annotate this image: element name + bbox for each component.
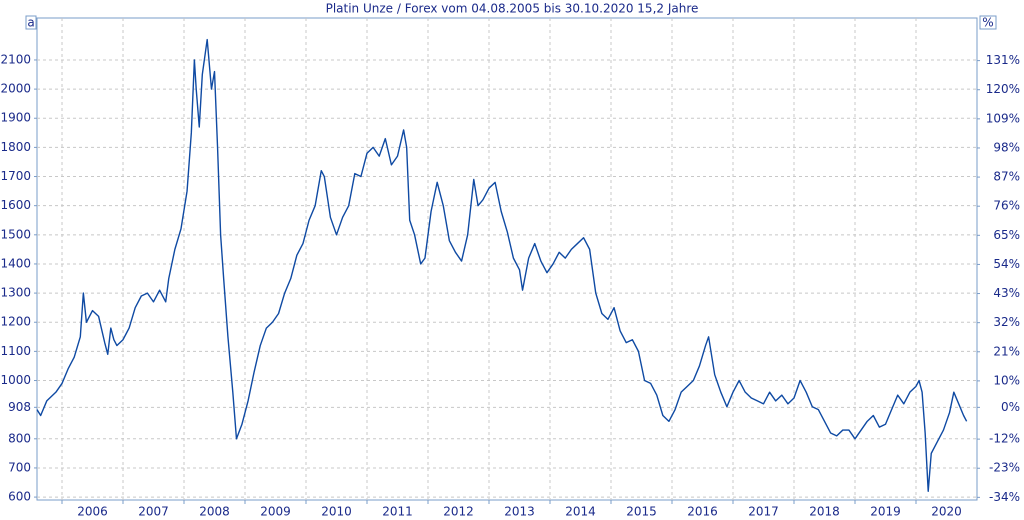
y2-tick-label: -23%: [989, 461, 1020, 475]
x-tick-label: 2007: [138, 505, 169, 519]
left-axis-box: [25, 15, 37, 30]
y-tick-label: 1100: [0, 344, 31, 358]
x-tick-label: 2020: [931, 505, 962, 519]
y-tick-label: 600: [8, 490, 31, 504]
y2-tick-label: -12%: [989, 432, 1020, 446]
y-tick-label: 1400: [0, 256, 31, 270]
x-tick-label: 2015: [626, 505, 657, 519]
x-tick-label: 2006: [77, 505, 108, 519]
x-tick-label: 2014: [565, 505, 596, 519]
x-tick-label: 2019: [870, 505, 901, 519]
y2-tick-label: 0%: [1001, 400, 1020, 414]
y-tick-label: 1800: [0, 140, 31, 154]
x-tick-label: 2016: [687, 505, 718, 519]
y2-tick-label: 32%: [993, 315, 1020, 329]
plot-frame: [36, 17, 978, 501]
y2-tick-label: 43%: [993, 286, 1020, 300]
y2-tick-label: 131%: [986, 53, 1020, 67]
y-tick-label: 1900: [0, 111, 31, 125]
x-tick-label: 2009: [260, 505, 291, 519]
price-line: [36, 38, 968, 492]
y-tick-label: 700: [8, 460, 31, 474]
x-tick-label: 2013: [504, 505, 535, 519]
chart-title: Platin Unze / Forex vom 04.08.2005 bis 3…: [326, 2, 699, 16]
y-tick-label: 1600: [0, 198, 31, 212]
y2-tick-label: 21%: [993, 344, 1020, 358]
y-tick-label: 1000: [0, 373, 31, 387]
y2-tick-label: -34%: [989, 490, 1020, 504]
right-axis-box: [979, 15, 997, 30]
y2-tick-label: 109%: [986, 111, 1020, 125]
y-tick-label: 1500: [0, 227, 31, 241]
y2-tick-label: 65%: [993, 228, 1020, 242]
x-tick-label: 2010: [321, 505, 352, 519]
x-tick-label: 2012: [443, 505, 474, 519]
y-tick-label: 1700: [0, 169, 31, 183]
y2-tick-label: 120%: [986, 82, 1020, 96]
y-tick-label: 1300: [0, 286, 31, 300]
y2-tick-label: 98%: [993, 140, 1020, 154]
y2-tick-label: 54%: [993, 257, 1020, 271]
right-axis-label: %: [982, 16, 993, 30]
y-tick-label: 2100: [0, 52, 31, 66]
y2-tick-label: 10%: [993, 373, 1020, 387]
y-tick-label: 1200: [0, 315, 31, 329]
y-tick-label: 2000: [0, 82, 31, 96]
y-tick-label: 908: [8, 400, 31, 414]
x-tick-label: 2011: [382, 505, 413, 519]
y2-tick-label: 87%: [993, 170, 1020, 184]
left-axis-label: a: [27, 16, 34, 30]
y-tick-label: 800: [8, 431, 31, 445]
x-tick-label: 2008: [199, 505, 230, 519]
x-tick-label: 2018: [809, 505, 840, 519]
y2-tick-label: 76%: [993, 199, 1020, 213]
x-tick-label: 2017: [748, 505, 779, 519]
